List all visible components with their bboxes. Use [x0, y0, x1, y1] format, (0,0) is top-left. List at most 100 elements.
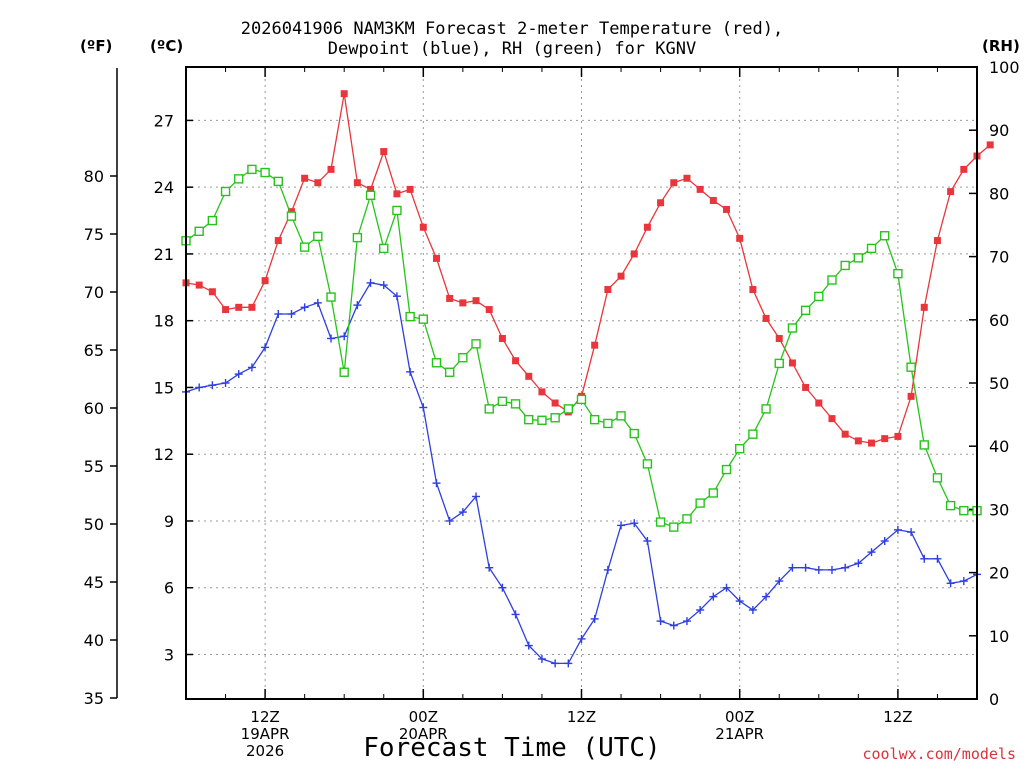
temperature-point	[762, 314, 770, 322]
x-tick-label: 00Z	[409, 708, 438, 726]
rh-point	[484, 404, 494, 414]
plot-frame	[185, 66, 978, 700]
dewpoint-point	[722, 583, 731, 592]
dewpoint-point	[669, 621, 678, 630]
dewpoint-point	[709, 592, 718, 601]
rh-point	[959, 505, 969, 516]
fahrenheit-tick-label: 60	[84, 399, 104, 418]
dewpoint-point	[762, 592, 771, 601]
credit-link[interactable]: coolwx.com/models	[862, 745, 1016, 763]
celsius-axis-header: (ºC)	[150, 37, 184, 55]
temperature-point	[367, 185, 375, 193]
dewpoint-point	[630, 519, 639, 528]
celsius-tick-label: 15	[154, 378, 174, 397]
dewpoint-point	[696, 605, 705, 614]
rh-point	[695, 498, 705, 508]
temperature-point	[828, 415, 836, 423]
rh-point	[919, 440, 929, 450]
rh-tick-label: 50	[989, 374, 1009, 393]
dewpoint-point	[551, 659, 560, 668]
fahrenheit-axis-header: (ºF)	[80, 37, 113, 55]
dewpoint-point	[392, 292, 401, 301]
dewpoint-point	[432, 479, 441, 488]
temperature-point	[472, 297, 480, 305]
rh-tick-label: 100	[989, 58, 1020, 77]
temperature-point	[591, 341, 599, 349]
temperature-point	[802, 383, 810, 391]
rh-point	[286, 211, 297, 221]
rh-point	[537, 415, 547, 425]
temperature-point	[406, 185, 414, 193]
fahrenheit-tick-label: 55	[84, 457, 104, 476]
dewpoint-point	[327, 334, 336, 343]
temperature-point	[485, 306, 493, 314]
temperature-point	[538, 388, 546, 396]
rh-point	[576, 394, 587, 405]
temperature-point	[933, 237, 941, 245]
rh-point	[866, 243, 877, 254]
temperature-point	[327, 165, 335, 173]
dewpoint-point	[577, 634, 586, 643]
dewpoint-point	[920, 554, 929, 563]
rh-point	[616, 411, 626, 421]
dewpoint-point	[445, 516, 454, 525]
rh-point	[431, 358, 442, 368]
dewpoint-point	[880, 537, 889, 545]
rh-point	[497, 396, 508, 407]
temperature-point	[709, 197, 717, 205]
dewpoint-point	[458, 508, 467, 517]
rh-point	[273, 176, 283, 187]
x-tick-label: 19APR	[241, 725, 290, 743]
dewpoint-point	[907, 528, 916, 537]
chart-title-line-2: Dewpoint (blue), RH (green) for KGNV	[327, 39, 697, 59]
rh-point	[194, 226, 204, 237]
rh-point	[787, 323, 798, 333]
rh-point	[220, 186, 231, 197]
dewpoint-point	[814, 565, 823, 574]
temperature-point	[235, 303, 243, 311]
temperature-point	[841, 430, 849, 438]
temperature-point	[551, 399, 559, 407]
rh-point	[827, 275, 837, 285]
rh-point	[207, 215, 218, 226]
x-tick-label: 00Z	[725, 708, 754, 726]
dewpoint-point	[682, 617, 691, 626]
dewpoint-point	[234, 370, 243, 379]
temperature-point	[195, 281, 203, 289]
celsius-tick-label: 6	[164, 579, 174, 598]
rh-point	[524, 414, 534, 425]
rh-point	[458, 353, 468, 363]
dewpoint-point	[406, 367, 415, 376]
x-tick-label: 20APR	[399, 725, 448, 743]
dewpoint-point	[366, 278, 375, 287]
dewpoint-point	[287, 310, 296, 319]
dewpoint-point	[735, 597, 744, 606]
temperature-series	[182, 90, 994, 447]
dewpoint-point	[893, 525, 902, 534]
temperature-point	[881, 435, 889, 443]
dewpoint-point	[247, 363, 256, 372]
rh-point	[880, 231, 890, 241]
rh-tick-label: 30	[989, 500, 1009, 519]
dewpoint-point	[221, 379, 230, 387]
dewpoint-point	[379, 281, 388, 290]
rh-point	[260, 167, 270, 178]
x-tick-label: 12Z	[250, 708, 279, 726]
chart-title-line-1: 2026041906 NAM3KM Forecast 2-meter Tempe…	[240, 19, 784, 39]
celsius-tick-label: 12	[154, 445, 174, 464]
rh-point	[800, 305, 811, 316]
rh-point	[748, 429, 758, 439]
temperature-point	[683, 174, 691, 182]
temperature-point	[788, 359, 796, 367]
celsius-tick-label: 3	[164, 645, 174, 664]
rh-point	[339, 367, 349, 377]
dewpoint-point	[603, 565, 612, 574]
rh-point	[313, 231, 323, 242]
rh-point	[906, 362, 916, 372]
rh-point	[642, 459, 653, 469]
dewpoint-series	[182, 278, 981, 668]
temperature-point	[248, 303, 256, 311]
rh-tick-label: 40	[989, 437, 1009, 456]
